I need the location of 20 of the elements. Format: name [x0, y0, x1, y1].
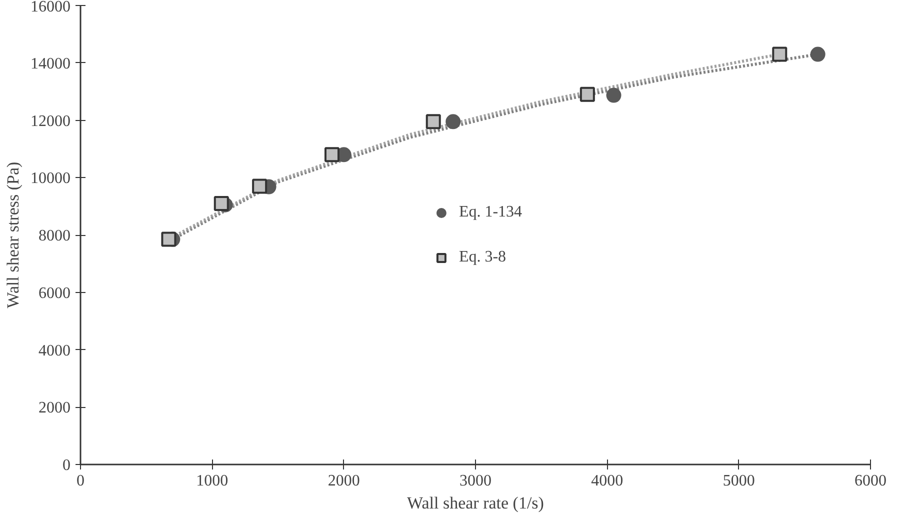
y-tick-label: 12000: [30, 112, 70, 130]
x-tick-label: 5000: [722, 472, 755, 490]
x-tick-label: 4000: [591, 472, 624, 490]
legend-label: Eq. 3-8: [458, 248, 506, 266]
x-tick-label: 3000: [460, 472, 492, 490]
x-tick-label: 6000: [854, 472, 886, 490]
y-tick-label: 6000: [38, 284, 70, 302]
y-tick-label: 0: [62, 457, 70, 474]
y-tick-label: 16000: [30, 0, 70, 16]
x-axis-title: Wall shear rate (1/s): [407, 494, 544, 512]
x-tick-label: 0: [76, 472, 84, 490]
y-axis-title: Wall shear stress (Pa): [4, 162, 22, 308]
y-tick-label: 4000: [38, 342, 70, 360]
y-tick-label: 8000: [38, 228, 70, 244]
y-tick-label: 2000: [38, 400, 70, 417]
x-tick-label: 1000: [196, 472, 228, 490]
x-tick-label: 2000: [328, 472, 360, 490]
y-tick-label: 14000: [30, 55, 70, 72]
legend-label: Eq. 1-134: [458, 203, 522, 221]
y-tick-label: 10000: [30, 170, 70, 188]
